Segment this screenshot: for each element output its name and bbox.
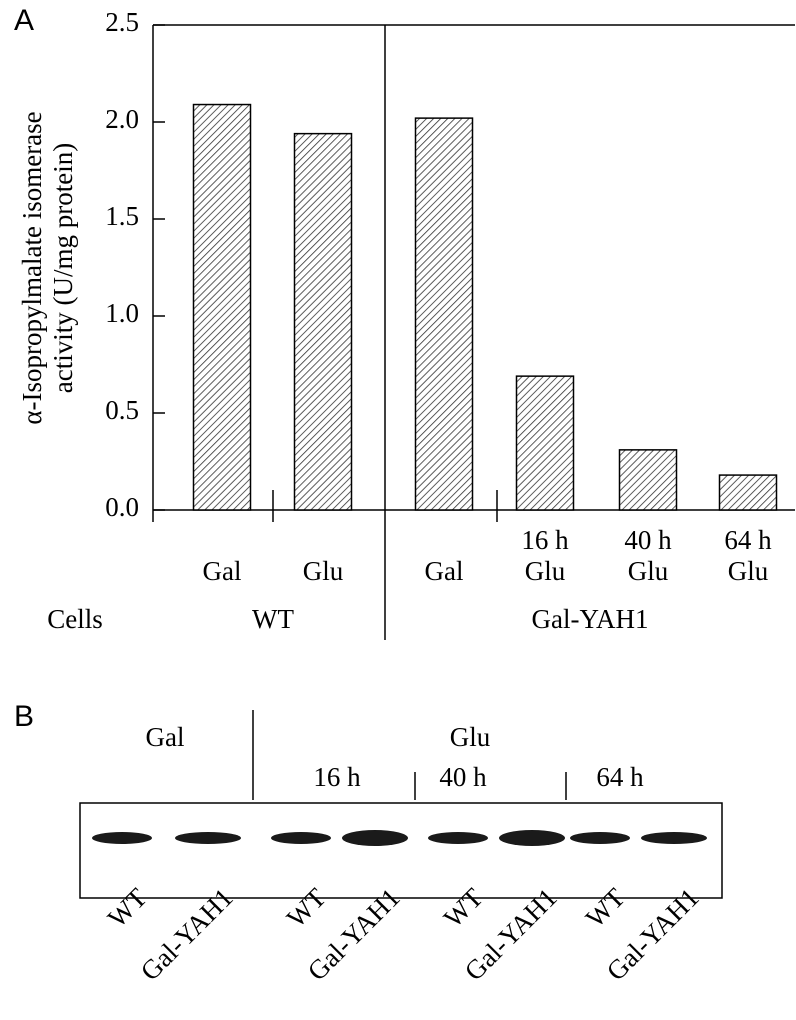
y-axis-label: α-Isopropylmalate isomerase [17, 111, 47, 424]
band [92, 832, 152, 844]
blot-frame [79, 802, 723, 899]
y-tick-label: 1.0 [105, 298, 139, 328]
y-tick-label: 0.5 [105, 395, 139, 425]
y-axis-label: activity (U/mg protein) [48, 143, 78, 393]
group-label: Gal-YAH1 [532, 604, 649, 634]
y-tick-label: 2.0 [105, 104, 139, 134]
bar [192, 103, 252, 511]
panel-label: A [14, 4, 34, 37]
group-label: WT [252, 604, 294, 634]
x-tick-label: Gal [202, 556, 242, 586]
y-tick-label: 2.5 [105, 7, 139, 37]
time-label: 16 h [313, 762, 361, 792]
y-tick-label: 0.0 [105, 492, 139, 522]
band [342, 830, 408, 846]
band [499, 830, 565, 846]
band [428, 832, 488, 844]
panel-label: B [14, 700, 34, 733]
band [271, 832, 331, 844]
time-label: 64 h [596, 762, 644, 792]
x-tick-label: 40 h Glu [624, 525, 672, 586]
row-label: Cells [47, 604, 103, 634]
bar [293, 132, 353, 511]
axes [152, 24, 795, 640]
y-tick-label: 1.5 [105, 201, 139, 231]
band [570, 832, 630, 844]
bar [718, 474, 778, 511]
blot-bands [92, 830, 707, 846]
x-tick-label: 64 h Glu [724, 525, 772, 586]
bar [515, 375, 575, 511]
x-tick-label: 16 h Glu [521, 525, 569, 586]
time-label: 40 h [439, 762, 487, 792]
band [641, 832, 707, 844]
condition-label: Glu [450, 722, 491, 752]
condition-label: Gal [146, 722, 185, 752]
bar [414, 117, 474, 511]
x-tick-label: Glu [302, 556, 344, 586]
band [175, 832, 241, 844]
bar [618, 449, 678, 511]
x-tick-label: Gal [424, 556, 464, 586]
